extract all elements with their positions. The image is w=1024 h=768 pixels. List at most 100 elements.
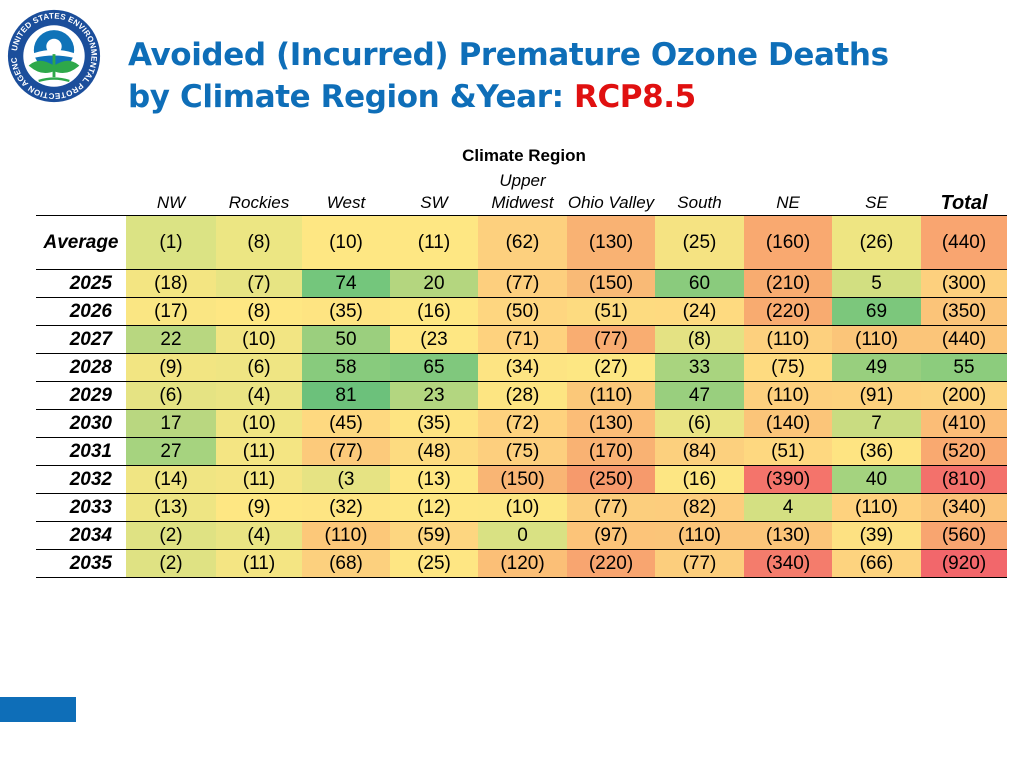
column-header-rockies: Rockies xyxy=(216,165,302,216)
cell-west: (45) xyxy=(302,409,390,438)
table-body: Average (1) (8) (10) (11) (62) (130) (25) (160)(… xyxy=(36,215,1007,578)
title-line-2: by Climate Region &Year: xyxy=(128,79,574,115)
slide-title: Avoided (Incurred) Premature Ozone Death… xyxy=(128,34,1008,118)
cell-se: 7 xyxy=(832,409,921,438)
cell-west: (68) xyxy=(302,549,390,578)
row-label: 2026 xyxy=(36,297,126,326)
cell-upper-midwest: (50) xyxy=(478,297,567,326)
column-header-south: South xyxy=(655,165,744,216)
cell-rockies: (8) xyxy=(216,297,302,326)
cell-se: (36) xyxy=(832,437,921,466)
cell-total: 55 xyxy=(921,353,1007,382)
table-row: 2029 (6) (4) 81 23 (28) (110) 47 (110) (91) (200) xyxy=(36,381,1007,410)
epa-seal-logo: UNITED STATES ENVIRONMENTAL PROTECTION A… xyxy=(6,8,101,103)
title-highlight: RCP8.5 xyxy=(573,79,696,115)
cell-ohio-valley: (250) xyxy=(567,465,655,494)
cell-total: (340) xyxy=(921,493,1007,522)
cell-nw: (18) xyxy=(126,269,216,298)
cell-south: 60 xyxy=(655,269,744,298)
row-label: 2031 xyxy=(36,437,126,466)
cell-ne: (160) xyxy=(744,215,832,270)
footer-accent-bar xyxy=(0,697,76,722)
cell-total: (440) xyxy=(921,325,1007,354)
cell-se: (26) xyxy=(832,215,921,270)
cell-total: (520) xyxy=(921,437,1007,466)
cell-sw: (13) xyxy=(390,465,478,494)
header-row: NW Rockies West SW Upper Midwest Ohio Va… xyxy=(36,165,1007,216)
cell-south: (84) xyxy=(655,437,744,466)
cell-nw: (6) xyxy=(126,381,216,410)
header-corner xyxy=(36,165,126,216)
cell-ne: 4 xyxy=(744,493,832,522)
cell-ohio-valley: (27) xyxy=(567,353,655,382)
cell-upper-midwest: (10) xyxy=(478,493,567,522)
cell-south: (6) xyxy=(655,409,744,438)
cell-south: (8) xyxy=(655,325,744,354)
cell-sw: (59) xyxy=(390,521,478,550)
row-label: 2030 xyxy=(36,409,126,438)
cell-west: 81 xyxy=(302,381,390,410)
table-row: 2027 22 (10) 50 (23 (71) (77) (8) (110) (110) (440… xyxy=(36,325,1007,354)
cell-rockies: (4) xyxy=(216,381,302,410)
row-label: 2032 xyxy=(36,465,126,494)
cell-nw: 17 xyxy=(126,409,216,438)
row-label: 2027 xyxy=(36,325,126,354)
cell-sw: (35) xyxy=(390,409,478,438)
cell-nw: 22 xyxy=(126,325,216,354)
cell-rockies: (4) xyxy=(216,521,302,550)
cell-south: (25) xyxy=(655,215,744,270)
column-header-nw: NW xyxy=(126,165,216,216)
cell-nw: (2) xyxy=(126,549,216,578)
cell-ohio-valley: (220) xyxy=(567,549,655,578)
cell-rockies: (11) xyxy=(216,549,302,578)
column-header-sw: SW xyxy=(390,165,478,216)
cell-ne: (75) xyxy=(744,353,832,382)
cell-sw: (48) xyxy=(390,437,478,466)
row-label: 2033 xyxy=(36,493,126,522)
table-row: 2033 (13) (9) (32) (12) (10) (77) (82) 4 (110) (34… xyxy=(36,493,1007,522)
table-row: 2034 (2) (4) (110) (59) 0 (97) (110) (130) (39) (5… xyxy=(36,521,1007,550)
deaths-table: NW Rockies West SW Upper Midwest Ohio Va… xyxy=(36,165,1007,578)
cell-rockies: (10) xyxy=(216,325,302,354)
table-caption: Climate Region xyxy=(462,146,586,165)
row-label: 2034 xyxy=(36,521,126,550)
cell-ne: (390) xyxy=(744,465,832,494)
cell-nw: (13) xyxy=(126,493,216,522)
cell-sw: (11) xyxy=(390,215,478,270)
cell-rockies: (6) xyxy=(216,353,302,382)
cell-south: (77) xyxy=(655,549,744,578)
cell-sw: (12) xyxy=(390,493,478,522)
cell-ne: (110) xyxy=(744,325,832,354)
cell-sw: (23 xyxy=(390,325,478,354)
cell-west: (32) xyxy=(302,493,390,522)
row-label: 2029 xyxy=(36,381,126,410)
cell-rockies: (7) xyxy=(216,269,302,298)
row-label: 2028 xyxy=(36,353,126,382)
cell-sw: 65 xyxy=(390,353,478,382)
cell-se: 5 xyxy=(832,269,921,298)
column-header-ne: NE xyxy=(744,165,832,216)
cell-south: (24) xyxy=(655,297,744,326)
cell-nw: (9) xyxy=(126,353,216,382)
cell-se: 40 xyxy=(832,465,921,494)
cell-ohio-valley: (110) xyxy=(567,381,655,410)
cell-se: (39) xyxy=(832,521,921,550)
cell-south: 33 xyxy=(655,353,744,382)
cell-rockies: (11) xyxy=(216,465,302,494)
cell-se: (110) xyxy=(832,493,921,522)
cell-sw: 23 xyxy=(390,381,478,410)
cell-rockies: (11) xyxy=(216,437,302,466)
cell-se: (66) xyxy=(832,549,921,578)
cell-south: (110) xyxy=(655,521,744,550)
cell-south: (16) xyxy=(655,465,744,494)
cell-ne: (51) xyxy=(744,437,832,466)
cell-west: 74 xyxy=(302,269,390,298)
cell-total: (440) xyxy=(921,215,1007,270)
cell-se: 69 xyxy=(832,297,921,326)
cell-rockies: (8) xyxy=(216,215,302,270)
cell-nw: (14) xyxy=(126,465,216,494)
cell-total: (810) xyxy=(921,465,1007,494)
cell-west: (10) xyxy=(302,215,390,270)
row-label: 2025 xyxy=(36,269,126,298)
cell-se: 49 xyxy=(832,353,921,382)
